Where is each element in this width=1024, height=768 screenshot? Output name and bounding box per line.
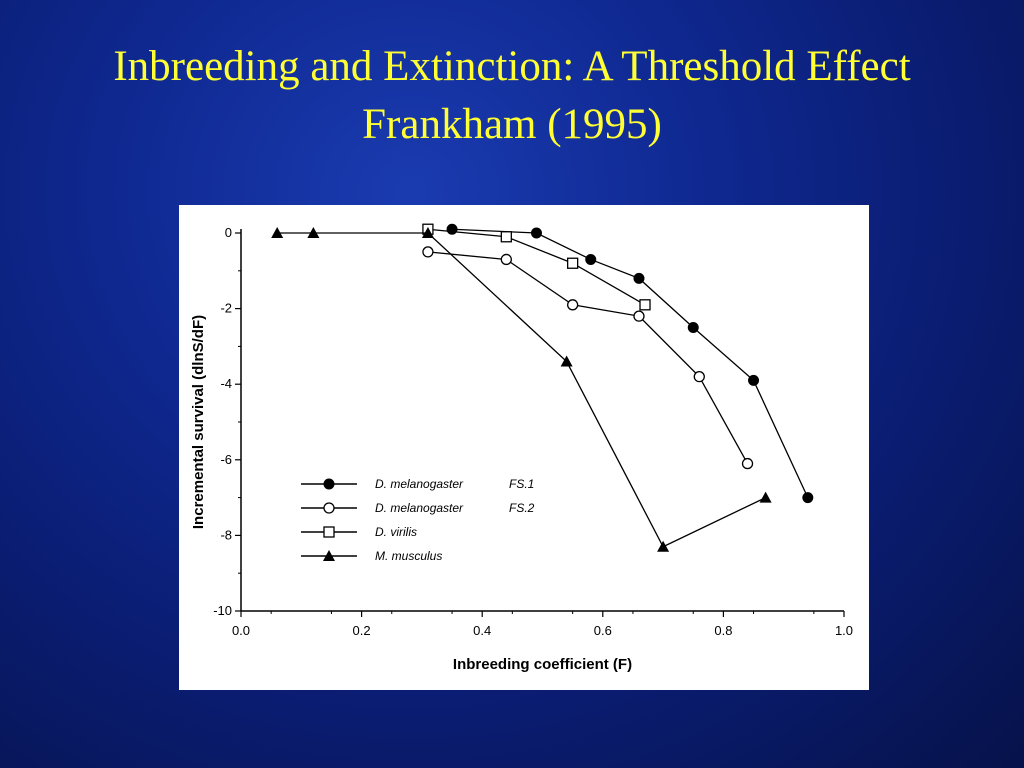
legend-label: D. melanogaster xyxy=(375,477,464,491)
data-point-series-1 xyxy=(585,253,597,265)
legend-marker xyxy=(323,478,335,490)
slide-title: Inbreeding and Extinction: A Threshold E… xyxy=(0,38,1024,154)
x-tick-label: 0.8 xyxy=(714,623,732,638)
legend-label: D. virilis xyxy=(375,525,417,539)
x-tick-label: 0.4 xyxy=(473,623,491,638)
data-point-series-3 xyxy=(500,231,512,243)
data-point-series-3 xyxy=(639,299,651,311)
legend-marker xyxy=(323,502,335,514)
y-tick-label: -6 xyxy=(220,452,232,467)
data-point-series-4 xyxy=(307,227,320,238)
data-point-series-4 xyxy=(560,355,573,367)
data-point-series-2 xyxy=(422,246,434,258)
legend-marker xyxy=(323,526,335,538)
data-point-series-4 xyxy=(759,491,772,503)
slide-title-line2: Frankham (1995) xyxy=(362,101,662,148)
data-point-series-2 xyxy=(741,457,754,470)
inbreeding-chart: 0.0 0.2 0.4 0.6 0.8 1.0 0 -2 -4 -6 -8 -10 Inbreeding… xyxy=(190,223,853,673)
data-point-series-2 xyxy=(566,299,579,311)
chart-panel: 0.0 0.2 0.4 0.6 0.8 1.0 0 -2 -4 -6 -8 -10 Inbreeding… xyxy=(179,205,869,690)
y-tick-label: -2 xyxy=(220,301,232,316)
legend-suffix: FS.2 xyxy=(509,501,535,515)
x-tick-label: 0.6 xyxy=(594,623,612,638)
series-line-2 xyxy=(427,251,749,464)
data-point-series-3 xyxy=(566,257,579,269)
legend-suffix: FS.1 xyxy=(509,477,534,491)
data-point-series-1 xyxy=(748,374,760,386)
legend-label: M. musculus xyxy=(375,549,442,563)
x-tick-label: 0.0 xyxy=(232,623,250,638)
series-line-1 xyxy=(452,228,809,498)
series-line-3 xyxy=(427,228,646,306)
data-point-series-1 xyxy=(802,492,814,504)
legend-label: D. melanogaster xyxy=(375,501,464,515)
y-axis-label: Incremental survival (dlnS/dF) xyxy=(190,315,207,529)
data-point-series-4 xyxy=(421,227,434,238)
y-tick-label: 0 xyxy=(225,225,232,240)
y-tick-label: -10 xyxy=(213,603,232,618)
series-line-4 xyxy=(277,232,766,548)
y-tick-label: -4 xyxy=(220,376,232,391)
data-point-series-2 xyxy=(693,370,705,383)
data-point-series-1 xyxy=(446,223,458,235)
legend-marker xyxy=(323,550,335,561)
x-axis-label: Inbreeding coefficient (F) xyxy=(453,656,632,673)
x-tick-label: 1.0 xyxy=(835,623,853,638)
slide-title-line1: Inbreeding and Extinction: A Threshold E… xyxy=(113,43,911,90)
data-point-series-1 xyxy=(530,227,542,239)
x-tick-label: 0.2 xyxy=(353,623,371,638)
data-point-series-4 xyxy=(271,227,284,238)
data-point-series-2 xyxy=(500,253,512,266)
data-point-series-1 xyxy=(633,272,645,284)
data-point-series-1 xyxy=(687,322,699,333)
data-point-series-4 xyxy=(657,540,670,552)
data-point-series-2 xyxy=(633,310,645,322)
y-tick-label: -8 xyxy=(220,527,232,542)
